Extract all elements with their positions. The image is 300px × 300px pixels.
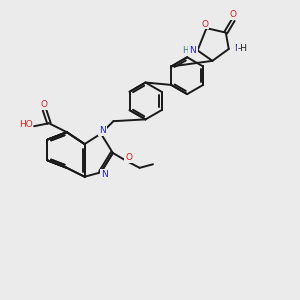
Text: -H: -H (238, 44, 248, 53)
Text: H: H (182, 46, 188, 55)
Text: O: O (202, 20, 208, 29)
Text: N: N (101, 170, 108, 179)
Text: N: N (99, 126, 106, 135)
Text: HO: HO (19, 120, 33, 129)
Text: O: O (230, 10, 237, 19)
Text: O: O (125, 153, 132, 162)
Text: N: N (189, 46, 196, 55)
Text: N: N (234, 44, 241, 53)
Text: HN: HN (184, 46, 197, 55)
Text: O: O (41, 100, 48, 109)
